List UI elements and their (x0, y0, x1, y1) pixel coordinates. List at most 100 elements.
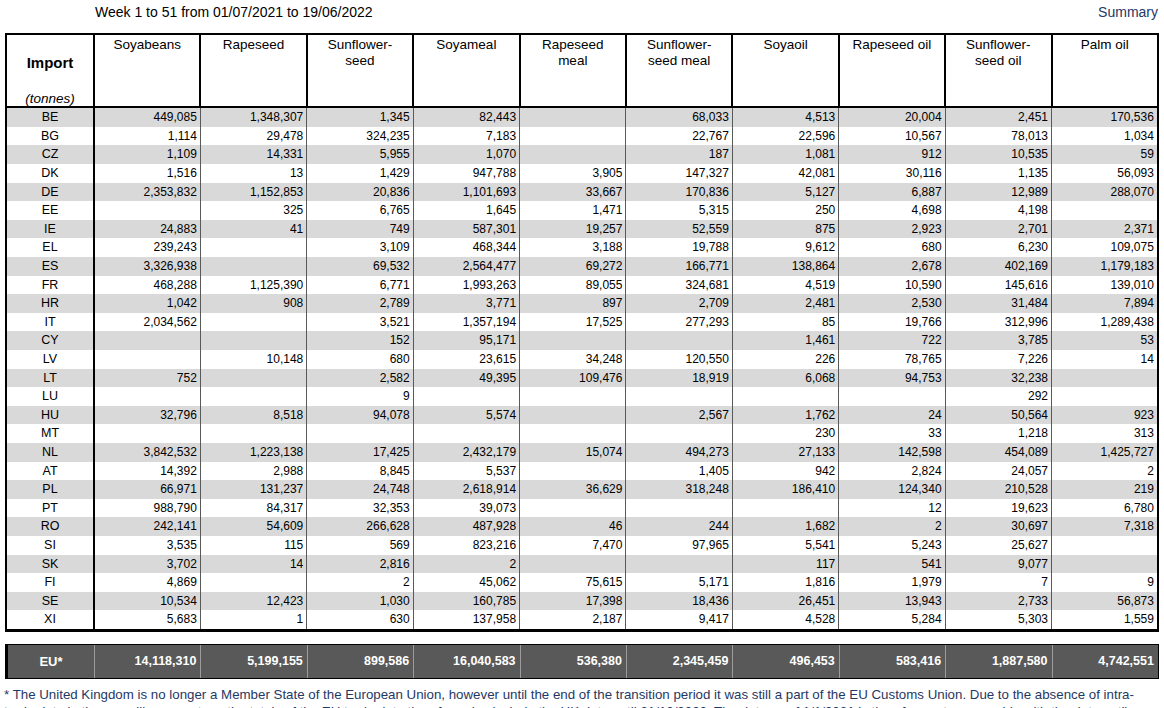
column-header: Soyabeans (94, 34, 200, 107)
cell-value: 32,353 (307, 499, 413, 518)
country-label: EL (6, 238, 94, 257)
cell-value (94, 387, 200, 406)
cell-value: 14,331 (200, 145, 306, 164)
cell-value: 1,425,727 (1052, 443, 1158, 462)
eu-total-label: EU* (7, 644, 95, 678)
cell-value: 94,078 (307, 406, 413, 425)
cell-value: 109,075 (1052, 238, 1158, 257)
cell-value (520, 462, 626, 481)
cell-value: 5,171 (626, 573, 732, 592)
cell-value: 145,616 (945, 276, 1051, 295)
cell-value: 630 (307, 610, 413, 630)
cell-value: 25,627 (945, 536, 1051, 555)
cell-value: 6,780 (1052, 499, 1158, 518)
cell-value: 2 (307, 573, 413, 592)
cell-value: 152 (307, 331, 413, 350)
table-row: BG1,11429,478324,2357,18322,76722,59610,… (6, 127, 1158, 146)
cell-value: 541 (839, 555, 945, 574)
table-row: PL66,971131,23724,7482,618,91436,629318,… (6, 480, 1158, 499)
cell-value: 752 (94, 369, 200, 388)
cell-value: 5,303 (945, 610, 1051, 630)
cell-value: 19,623 (945, 499, 1051, 518)
country-label: SE (6, 592, 94, 611)
cell-value: 288,070 (1052, 183, 1158, 202)
cell-value: 33,667 (520, 183, 626, 202)
cell-value: 8,845 (307, 462, 413, 481)
cell-value: 1,357,194 (413, 313, 519, 332)
cell-value: 3,702 (94, 555, 200, 574)
cell-value: 18,919 (626, 369, 732, 388)
cell-value: 947,788 (413, 164, 519, 183)
table-row: NL3,842,5321,223,13817,4252,432,17915,07… (6, 443, 1158, 462)
cell-value: 2,824 (839, 462, 945, 481)
cell-value: 41 (200, 220, 306, 239)
cell-value: 942 (732, 462, 838, 481)
cell-value: 1,682 (732, 517, 838, 536)
cell-value (94, 424, 200, 443)
cell-value: 312,996 (945, 313, 1051, 332)
cell-value (520, 145, 626, 164)
cell-value (626, 555, 732, 574)
cell-value: 69,272 (520, 257, 626, 276)
column-header: Sunflower- seed oil (945, 34, 1051, 107)
cell-value (520, 424, 626, 443)
cell-value (1052, 387, 1158, 406)
cell-value: 587,301 (413, 220, 519, 239)
cell-value: 1,429 (307, 164, 413, 183)
cell-value: 6,771 (307, 276, 413, 295)
cell-value: 186,410 (732, 480, 838, 499)
cell-value: 49,395 (413, 369, 519, 388)
cell-value (520, 331, 626, 350)
cell-value: 137,958 (413, 610, 519, 630)
cell-value (200, 387, 306, 406)
cell-value: 139,010 (1052, 276, 1158, 295)
cell-value: 14 (200, 555, 306, 574)
cell-value (732, 387, 838, 406)
cell-value (200, 331, 306, 350)
cell-value: 24,883 (94, 220, 200, 239)
summary-link[interactable]: Summary (1098, 4, 1158, 20)
cell-value: 124,340 (839, 480, 945, 499)
country-label: NL (6, 443, 94, 462)
cell-value: 94,753 (839, 369, 945, 388)
cell-value: 4,513 (732, 107, 838, 127)
cell-value (94, 350, 200, 369)
cell-value: 3,771 (413, 294, 519, 313)
country-label: SK (6, 555, 94, 574)
cell-value: 53 (1052, 331, 1158, 350)
cell-value: 20,836 (307, 183, 413, 202)
cell-value (307, 424, 413, 443)
cell-value (626, 499, 732, 518)
table-row: SI3,535115569823,2167,47097,9655,5415,24… (6, 536, 1158, 555)
cell-value: 1,223,138 (200, 443, 306, 462)
cell-value: 1,993,263 (413, 276, 519, 295)
cell-value: 1,070 (413, 145, 519, 164)
cell-value: 244 (626, 517, 732, 536)
table-row: BE449,0851,348,3071,34582,44368,0334,513… (6, 107, 1158, 127)
cell-value: 59 (1052, 145, 1158, 164)
cell-value: 5,284 (839, 610, 945, 630)
report-period-title: Week 1 to 51 from 01/07/2021 to 19/06/20… (95, 4, 373, 20)
cell-value: 5,541 (732, 536, 838, 555)
country-label: LU (6, 387, 94, 406)
cell-value (626, 424, 732, 443)
cell-value: 242,141 (94, 517, 200, 536)
table-row: LV10,14868023,61534,248120,55022678,7657… (6, 350, 1158, 369)
cell-value: 85 (732, 313, 838, 332)
cell-value: 22,596 (732, 127, 838, 146)
country-label: LV (6, 350, 94, 369)
cell-value: 3,521 (307, 313, 413, 332)
country-label: ES (6, 257, 94, 276)
cell-value: 19,257 (520, 220, 626, 239)
cell-value: 13,943 (839, 592, 945, 611)
cell-value: 13 (200, 164, 306, 183)
cell-value: 1,645 (413, 201, 519, 220)
table-row: AT14,3922,9888,8455,5371,4059422,82424,0… (6, 462, 1158, 481)
cell-value: 2,618,914 (413, 480, 519, 499)
cell-value: 6,887 (839, 183, 945, 202)
country-label: PL (6, 480, 94, 499)
cell-value: 210,528 (945, 480, 1051, 499)
cell-value: 5,574 (413, 406, 519, 425)
cell-value: 1,345 (307, 107, 413, 127)
cell-value: 84,317 (200, 499, 306, 518)
